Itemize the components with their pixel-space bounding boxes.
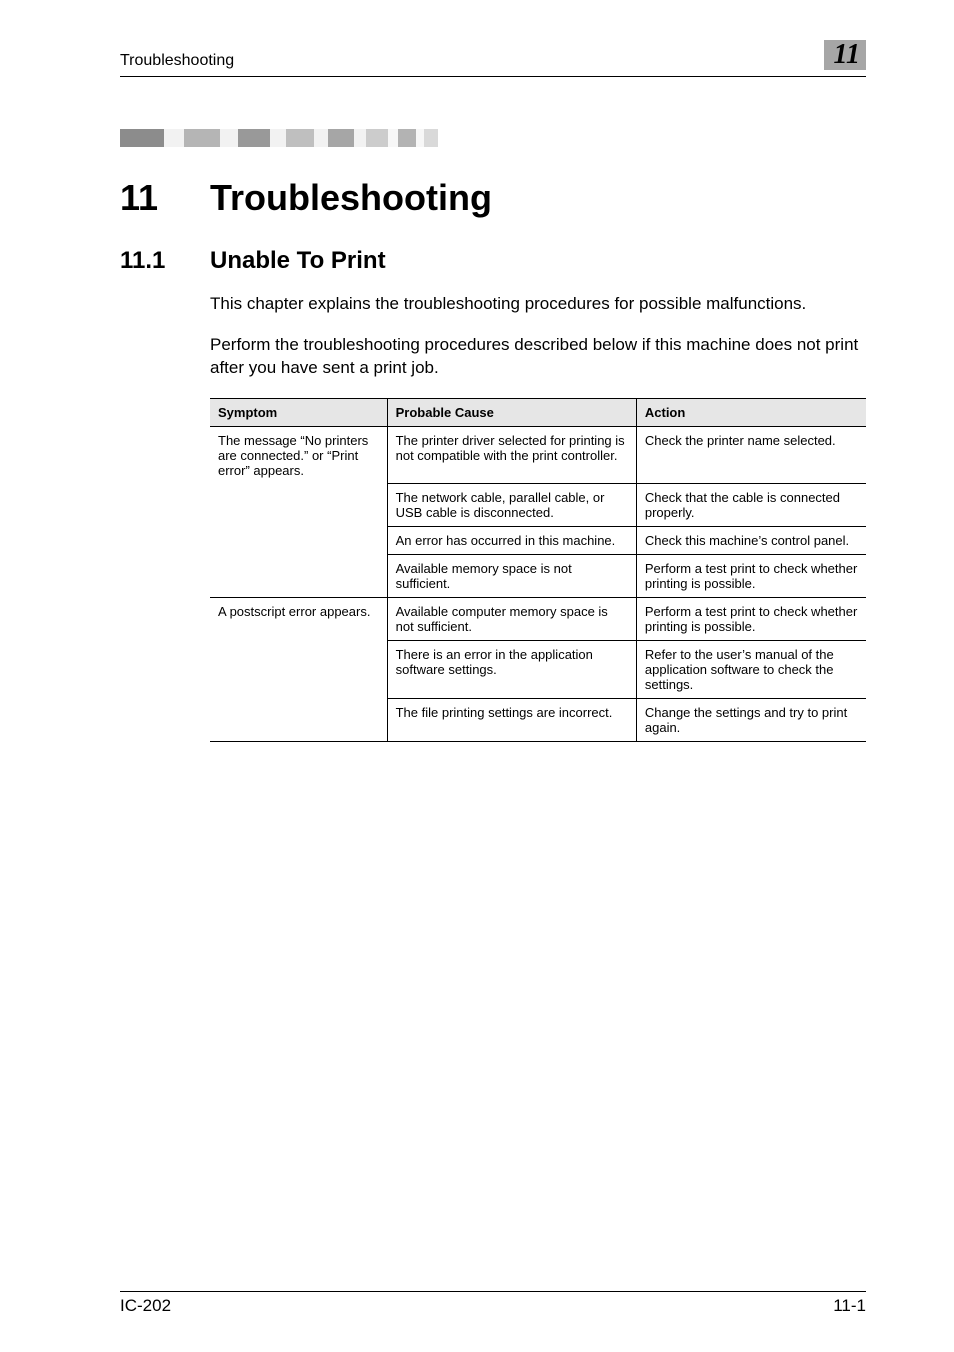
heading-section: 11.1Unable To Print	[120, 247, 866, 275]
stripe-segment	[314, 129, 328, 147]
cell-action: Refer to the user’s manual of the applic…	[636, 641, 866, 699]
running-title: Troubleshooting	[120, 52, 234, 70]
stripe-segment	[398, 129, 416, 147]
stripe-segment	[366, 129, 388, 147]
cell-action: Check the printer name selected.	[636, 426, 866, 484]
heading-section-text: Unable To Print	[210, 247, 386, 274]
running-header: Troubleshooting 11	[120, 40, 866, 77]
cell-symptom: The message “No printers are connected.”…	[210, 426, 387, 484]
footer-right: 11-1	[833, 1296, 866, 1316]
heading-chapter-number: 11	[120, 177, 210, 219]
stripe-segment	[238, 129, 270, 147]
stripe-segment	[438, 129, 858, 147]
cell-action: Change the settings and try to print aga…	[636, 699, 866, 742]
cell-action: Perform a test print to check whether pr…	[636, 555, 866, 598]
cell-cause: The printer driver selected for printing…	[387, 426, 636, 484]
table-row: There is an error in the application sof…	[210, 641, 866, 699]
cell-cause: Available computer memory space is not s…	[387, 598, 636, 641]
cell-symptom	[210, 484, 387, 527]
stripe-segment	[416, 129, 424, 147]
col-action: Action	[636, 398, 866, 426]
intro-paragraph-1: This chapter explains the troubleshootin…	[210, 293, 866, 316]
table-row: A postscript error appears. Available co…	[210, 598, 866, 641]
heading-chapter-text: Troubleshooting	[210, 177, 492, 218]
stripe-segment	[184, 129, 220, 147]
cell-symptom	[210, 555, 387, 598]
intro-paragraph-2: Perform the troubleshooting procedures d…	[210, 334, 866, 380]
footer-left: IC-202	[120, 1296, 171, 1316]
table-row: The network cable, parallel cable, or US…	[210, 484, 866, 527]
cell-action: Perform a test print to check whether pr…	[636, 598, 866, 641]
cell-symptom	[210, 699, 387, 742]
table-header-row: Symptom Probable Cause Action	[210, 398, 866, 426]
table-row: An error has occurred in this machine. C…	[210, 527, 866, 555]
cell-symptom	[210, 641, 387, 699]
cell-action: Check this machine’s control panel.	[636, 527, 866, 555]
cell-cause: There is an error in the application sof…	[387, 641, 636, 699]
table-row: The message “No printers are connected.”…	[210, 426, 866, 484]
cell-symptom: A postscript error appears.	[210, 598, 387, 641]
stripe-segment	[286, 129, 314, 147]
stripe-segment	[328, 129, 354, 147]
cell-cause: Available memory space is not sufficient…	[387, 555, 636, 598]
heading-section-number: 11.1	[120, 247, 210, 275]
cell-cause: An error has occurred in this machine.	[387, 527, 636, 555]
table-row: Available memory space is not sufficient…	[210, 555, 866, 598]
heading-chapter: 11Troubleshooting	[120, 177, 866, 219]
stripe-segment	[354, 129, 366, 147]
table-row: The file printing settings are incorrect…	[210, 699, 866, 742]
col-cause: Probable Cause	[387, 398, 636, 426]
cell-action: Check that the cable is connected proper…	[636, 484, 866, 527]
cell-cause: The network cable, parallel cable, or US…	[387, 484, 636, 527]
col-symptom: Symptom	[210, 398, 387, 426]
stripe-segment	[270, 129, 286, 147]
chapter-tab: 11	[824, 40, 866, 70]
stripe-segment	[120, 129, 164, 147]
stripe-segment	[164, 129, 184, 147]
stripe-segment	[388, 129, 398, 147]
cell-cause: The file printing settings are incorrect…	[387, 699, 636, 742]
decorative-stripes	[120, 129, 866, 147]
stripe-segment	[424, 129, 438, 147]
cell-symptom	[210, 527, 387, 555]
stripe-segment	[220, 129, 238, 147]
page-footer: IC-202 11-1	[120, 1291, 866, 1316]
troubleshooting-table: Symptom Probable Cause Action The messag…	[210, 398, 866, 743]
